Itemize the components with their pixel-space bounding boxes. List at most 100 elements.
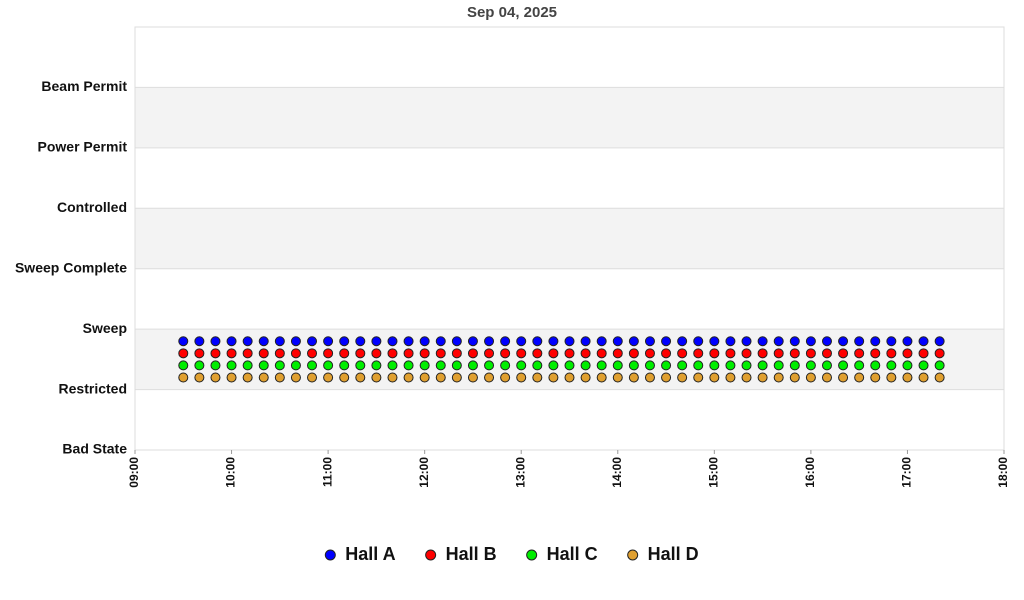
point xyxy=(773,348,784,359)
point xyxy=(403,336,414,347)
point xyxy=(902,348,913,359)
point xyxy=(838,372,849,383)
point xyxy=(242,360,253,371)
point xyxy=(532,372,543,383)
point xyxy=(580,372,591,383)
point xyxy=(178,372,189,383)
point xyxy=(500,360,511,371)
legend-marker xyxy=(627,549,639,561)
point xyxy=(194,360,205,371)
point xyxy=(612,360,623,371)
point xyxy=(709,336,720,347)
point xyxy=(451,360,462,371)
point xyxy=(548,336,559,347)
plot-border xyxy=(134,26,1005,451)
point xyxy=(339,360,350,371)
point xyxy=(773,336,784,347)
point xyxy=(226,348,237,359)
y-tick-label: Restricted xyxy=(59,380,127,396)
legend-label: Hall B xyxy=(446,544,497,564)
point xyxy=(693,336,704,347)
point xyxy=(339,372,350,383)
point xyxy=(934,372,945,383)
point xyxy=(644,336,655,347)
point xyxy=(274,360,285,371)
point xyxy=(532,360,543,371)
point xyxy=(435,348,446,359)
point xyxy=(435,360,446,371)
point xyxy=(484,360,495,371)
point xyxy=(886,360,897,371)
point xyxy=(307,372,318,383)
point xyxy=(596,348,607,359)
point xyxy=(661,348,672,359)
point xyxy=(371,360,382,371)
point xyxy=(661,360,672,371)
chart-title: Sep 04, 2025 xyxy=(467,4,557,21)
point xyxy=(242,348,253,359)
point xyxy=(918,360,929,371)
point xyxy=(934,348,945,359)
point xyxy=(484,336,495,347)
point xyxy=(403,360,414,371)
grid-band xyxy=(135,87,1004,148)
x-tick-label: 09:00 xyxy=(127,457,141,488)
point xyxy=(290,372,301,383)
point xyxy=(258,348,269,359)
point xyxy=(902,336,913,347)
point xyxy=(677,348,688,359)
point xyxy=(596,372,607,383)
point xyxy=(870,336,881,347)
point xyxy=(870,360,881,371)
point xyxy=(580,360,591,371)
point xyxy=(693,372,704,383)
point xyxy=(870,372,881,383)
point xyxy=(371,336,382,347)
grid-band xyxy=(135,208,1004,269)
point xyxy=(500,336,511,347)
point xyxy=(644,372,655,383)
point xyxy=(451,372,462,383)
point xyxy=(516,336,527,347)
point xyxy=(741,336,752,347)
point xyxy=(467,360,478,371)
point xyxy=(789,372,800,383)
point xyxy=(323,336,334,347)
point xyxy=(902,360,913,371)
point xyxy=(821,336,832,347)
point xyxy=(387,372,398,383)
point xyxy=(194,372,205,383)
point xyxy=(564,372,575,383)
point xyxy=(677,360,688,371)
point xyxy=(612,348,623,359)
point xyxy=(290,348,301,359)
point xyxy=(661,336,672,347)
point xyxy=(725,372,736,383)
point xyxy=(258,336,269,347)
point xyxy=(661,372,672,383)
x-tick-label: 13:00 xyxy=(513,457,527,488)
point xyxy=(628,372,639,383)
point xyxy=(918,336,929,347)
y-tick-label: Power Permit xyxy=(38,139,128,155)
point xyxy=(403,348,414,359)
point xyxy=(467,348,478,359)
x-tick-label: 11:00 xyxy=(320,457,334,487)
point xyxy=(210,372,221,383)
legend-label: Hall D xyxy=(648,544,699,564)
point xyxy=(789,336,800,347)
point xyxy=(274,348,285,359)
point xyxy=(242,336,253,347)
point xyxy=(725,348,736,359)
point xyxy=(934,360,945,371)
legend-label: Hall A xyxy=(345,544,395,564)
point xyxy=(178,360,189,371)
point xyxy=(886,372,897,383)
point xyxy=(902,372,913,383)
point xyxy=(435,336,446,347)
point xyxy=(323,348,334,359)
y-tick-label: Bad State xyxy=(62,441,127,457)
y-tick-label: Controlled xyxy=(57,199,127,215)
point xyxy=(178,336,189,347)
point xyxy=(371,348,382,359)
